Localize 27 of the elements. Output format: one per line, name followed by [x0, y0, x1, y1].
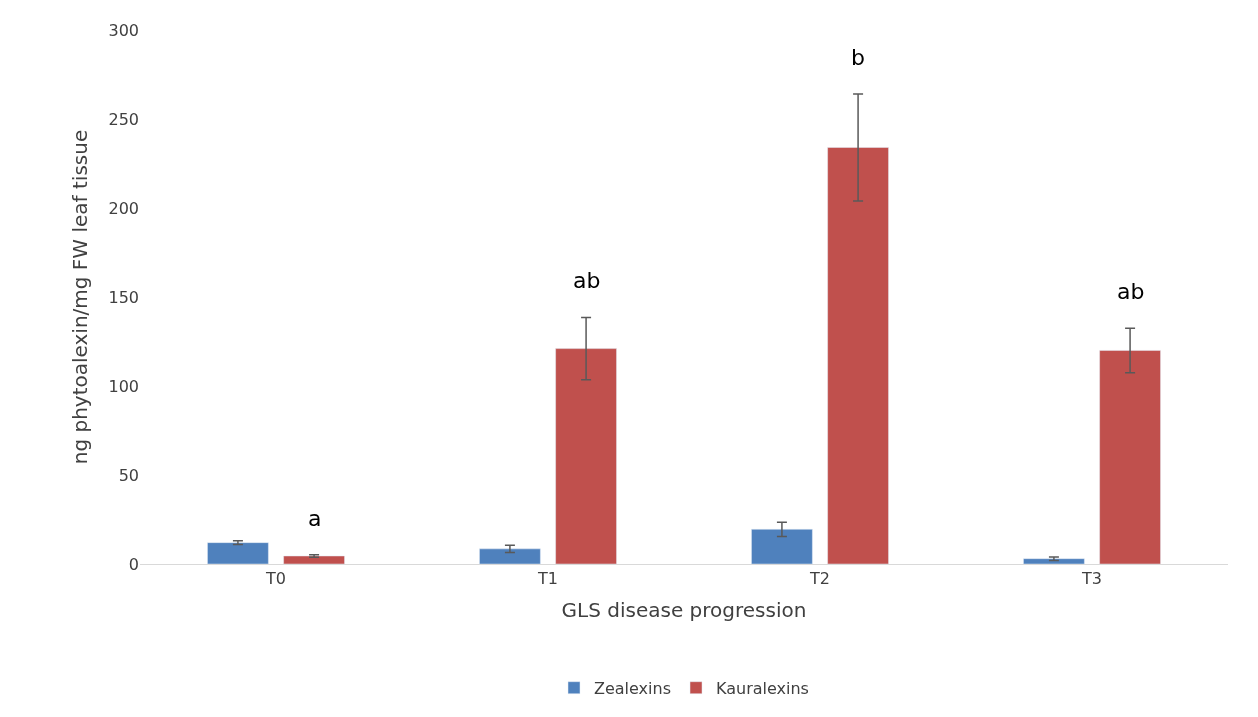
- annotation: a: [308, 506, 322, 531]
- y-tick-label: 200: [108, 198, 139, 218]
- y-tick-label: 300: [108, 20, 139, 40]
- bar: [827, 147, 889, 564]
- bar: [479, 548, 541, 564]
- annotation: ab: [1117, 279, 1145, 304]
- x-tick-label: T3: [1081, 569, 1102, 589]
- y-axis-title: ng phytoalexin/mg FW leaf tissue: [67, 129, 92, 465]
- x-tick-label: T1: [537, 569, 558, 589]
- x-tick-label: T2: [809, 569, 830, 589]
- bar: [1099, 350, 1161, 564]
- bar: [207, 542, 269, 564]
- y-tick-label: 0: [128, 554, 139, 574]
- y-tick-label: 100: [108, 376, 139, 396]
- x-axis-title: GLS disease progression: [561, 597, 807, 622]
- y-tick-label: 50: [118, 465, 139, 485]
- y-tick-label: 250: [108, 109, 139, 129]
- bar: [283, 555, 345, 564]
- annotation: ab: [573, 268, 601, 293]
- legend-label: Zealexins: [594, 678, 672, 698]
- annotation: b: [851, 45, 865, 70]
- bar: [555, 348, 617, 564]
- bar: [751, 529, 813, 564]
- x-tick-label: T0: [265, 569, 286, 589]
- bar: [1023, 558, 1085, 564]
- y-tick-label: 150: [108, 287, 139, 307]
- legend-label: Kauralexins: [716, 678, 809, 698]
